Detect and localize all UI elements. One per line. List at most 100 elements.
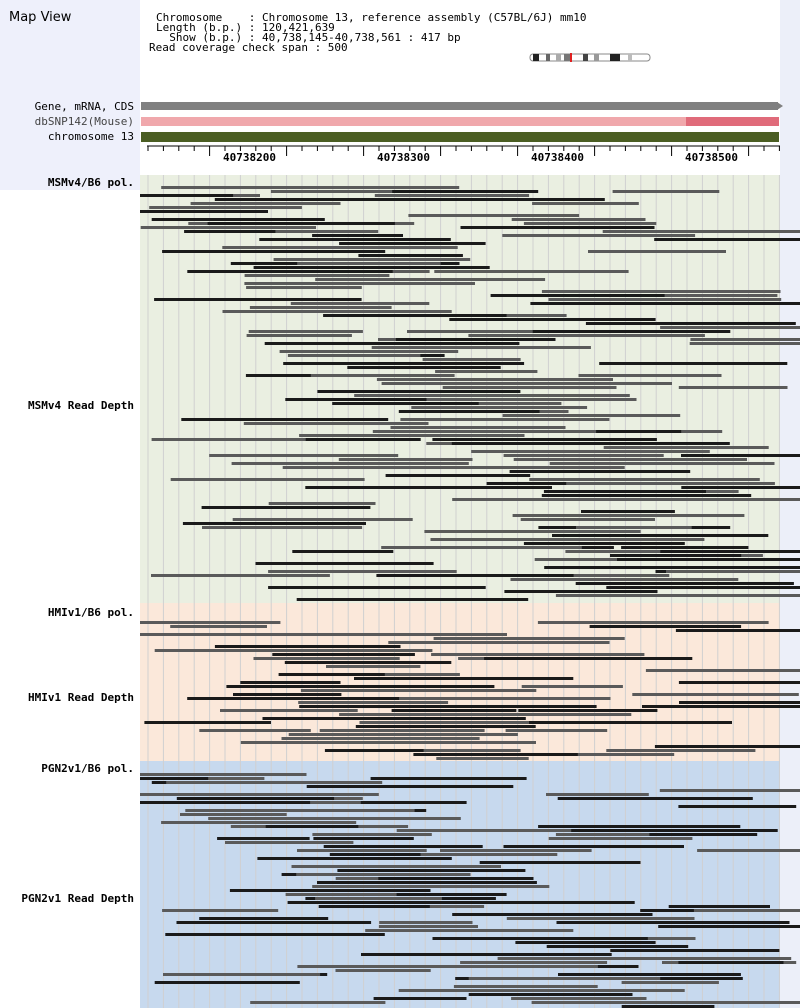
read-bar	[433, 466, 625, 469]
read-bar	[497, 957, 698, 960]
read-bar	[317, 390, 521, 393]
read-bar	[556, 921, 790, 924]
read-bar	[187, 270, 393, 273]
read-bar	[529, 478, 760, 481]
read-bar	[253, 657, 400, 660]
read-bar	[287, 354, 421, 357]
read-bar	[538, 825, 741, 828]
read-bar	[310, 374, 455, 377]
read-bar	[678, 961, 784, 964]
read-bar	[395, 338, 556, 341]
read-bar	[253, 266, 490, 269]
read-bar	[312, 234, 403, 237]
read-bar	[180, 813, 287, 816]
read-bar	[689, 342, 800, 345]
read-bar	[151, 218, 325, 221]
read-bar	[610, 949, 780, 952]
read-bar	[176, 797, 335, 800]
gene-track-bar[interactable]	[141, 102, 778, 110]
read-bar	[339, 242, 486, 245]
pgn2v1-depth-label: PGN2v1 Read Depth	[21, 892, 134, 905]
read-bar	[191, 809, 415, 812]
read-bar	[471, 653, 645, 656]
read-bar	[581, 510, 675, 513]
read-bar	[257, 857, 452, 860]
read-bar	[452, 498, 614, 501]
read-bar	[253, 230, 379, 233]
read-bar	[522, 498, 727, 501]
chromosome-ideogram[interactable]	[528, 52, 654, 64]
read-bar	[518, 709, 658, 712]
chromosome-track-bar[interactable]	[141, 132, 779, 142]
read-bar	[151, 438, 376, 441]
read-bar	[575, 582, 693, 585]
read-bar	[231, 462, 469, 465]
read-bar	[588, 250, 726, 253]
read-bar	[576, 526, 692, 529]
ruler-tick-label: 40738400	[531, 151, 584, 164]
read-bar	[348, 633, 507, 636]
read-bar	[440, 849, 592, 852]
read-bar	[202, 526, 363, 529]
length-info: Length (b.p.) : 120,421,639	[156, 21, 335, 34]
read-bar	[232, 518, 413, 521]
read-bar	[693, 909, 800, 912]
read-bar	[249, 306, 392, 309]
read-bar	[511, 218, 646, 221]
read-bar	[548, 837, 693, 840]
read-bar	[378, 877, 534, 880]
read-bar	[360, 801, 467, 804]
read-bar	[140, 801, 311, 804]
read-bar	[490, 294, 665, 297]
show-range-info: Show (b.p.) : 40,738,145-40,738,561 : 41…	[156, 31, 461, 44]
read-bar	[338, 458, 473, 461]
read-bar	[465, 402, 562, 405]
read-bar	[144, 721, 271, 724]
snp-highlight-bar[interactable]	[686, 117, 779, 126]
read-bar	[451, 442, 604, 445]
read-bar	[248, 330, 363, 333]
read-bar	[233, 693, 342, 696]
read-bar	[435, 370, 538, 373]
read-bar	[681, 454, 800, 457]
read-bar	[149, 206, 302, 209]
read-bar	[617, 558, 800, 561]
read-bar	[236, 186, 460, 189]
read-bar	[292, 550, 394, 553]
read-bar	[460, 226, 655, 229]
read-bar	[229, 889, 431, 892]
read-bar	[551, 989, 685, 992]
read-bar	[523, 222, 657, 225]
read-bar	[378, 925, 478, 928]
read-bar	[388, 641, 540, 644]
read-bar	[391, 378, 613, 381]
chromosome-info: Chromosome : Chromosome 13, reference as…	[156, 11, 587, 24]
read-bar	[541, 290, 781, 293]
hmiv1-pol-label: HMIv1/B6 pol.	[47, 606, 134, 619]
read-bar	[660, 550, 800, 553]
read-bar	[315, 897, 442, 900]
read-bar	[262, 717, 363, 720]
read-bar	[285, 893, 397, 896]
read-bar	[442, 386, 617, 389]
read-bar	[296, 873, 471, 876]
read-bar	[296, 598, 529, 601]
read-bar	[359, 721, 588, 724]
read-bar	[245, 374, 346, 377]
snp-track-bar[interactable]	[141, 117, 686, 126]
read-bar	[531, 442, 730, 445]
read-bar	[207, 222, 395, 225]
read-bar	[439, 394, 630, 397]
read-bar	[154, 981, 300, 984]
read-bar	[601, 302, 800, 305]
read-bar	[194, 633, 366, 636]
pgn2v1-pol-label: PGN2v1/B6 pol.	[41, 762, 134, 775]
read-bar	[453, 985, 568, 988]
read-bar	[422, 358, 521, 361]
read-bar	[432, 438, 657, 441]
position-ruler	[147, 145, 780, 156]
read-bar	[621, 981, 719, 984]
gene-track-label: Gene, mRNA, CDS	[34, 100, 134, 113]
right-scroll-strip[interactable]	[780, 0, 800, 1008]
